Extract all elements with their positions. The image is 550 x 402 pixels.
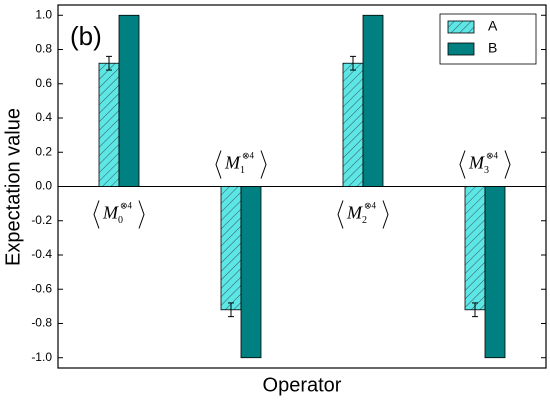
y-tick-label: 0.6 (35, 76, 52, 90)
label-sup: ⊗4 (120, 201, 133, 211)
label-sub: 3 (484, 165, 489, 176)
label-sup: ⊗4 (364, 201, 377, 211)
x-tick-label: M 0 ⊗4 (93, 200, 145, 229)
legend-swatch (447, 20, 475, 34)
bracket (260, 150, 267, 179)
bracket (382, 200, 389, 229)
bar (484, 186, 506, 359)
bar (118, 14, 140, 187)
y-tick-label: -0.8 (31, 316, 52, 330)
bar (362, 14, 384, 187)
y-tick-label: -0.4 (31, 247, 52, 261)
legend-label: B (488, 40, 497, 56)
error-bar (472, 302, 478, 318)
x-tick-label: M 3 ⊗4 (459, 150, 511, 179)
y-tick-label: 1.0 (35, 7, 52, 21)
bracket (93, 200, 100, 229)
y-tick-label: -0.2 (31, 213, 52, 227)
x-tick-label: M 1 ⊗4 (215, 150, 267, 179)
bracket (215, 150, 222, 179)
error-bar (106, 55, 112, 71)
y-tick-label: 0.2 (35, 144, 52, 158)
y-tick-label: 0.8 (35, 42, 52, 56)
label-base: M (346, 203, 363, 223)
bar (464, 186, 486, 311)
legend-swatch (447, 42, 475, 56)
bracket (459, 150, 466, 179)
bar (240, 186, 262, 359)
bar (98, 62, 120, 187)
error-bar (228, 302, 234, 318)
label-sub: 2 (362, 215, 367, 226)
y-tick-label: -0.6 (31, 281, 52, 295)
label-base: M (468, 153, 485, 173)
chart-title: (b) (70, 21, 102, 51)
bracket (138, 200, 145, 229)
y-tick-label: 0.0 (35, 179, 52, 193)
label-base: M (102, 203, 119, 223)
label-sup: ⊗4 (486, 151, 499, 161)
x-tick-label: M 2 ⊗4 (337, 200, 389, 229)
y-tick-label: -1.0 (31, 350, 52, 364)
label-sub: 1 (240, 165, 245, 176)
error-bar (350, 55, 356, 71)
bar (342, 62, 364, 187)
bar (220, 186, 242, 311)
bracket (337, 200, 344, 229)
label-sub: 0 (118, 215, 123, 226)
label-base: M (224, 153, 241, 173)
y-axis-label: Expectation value (2, 108, 24, 266)
bracket (504, 150, 511, 179)
legend-label: A (488, 18, 498, 34)
label-sup: ⊗4 (242, 151, 255, 161)
x-axis-label: Operator (263, 374, 342, 396)
plot-frame (57, 4, 547, 369)
y-tick-label: 0.4 (35, 110, 52, 124)
